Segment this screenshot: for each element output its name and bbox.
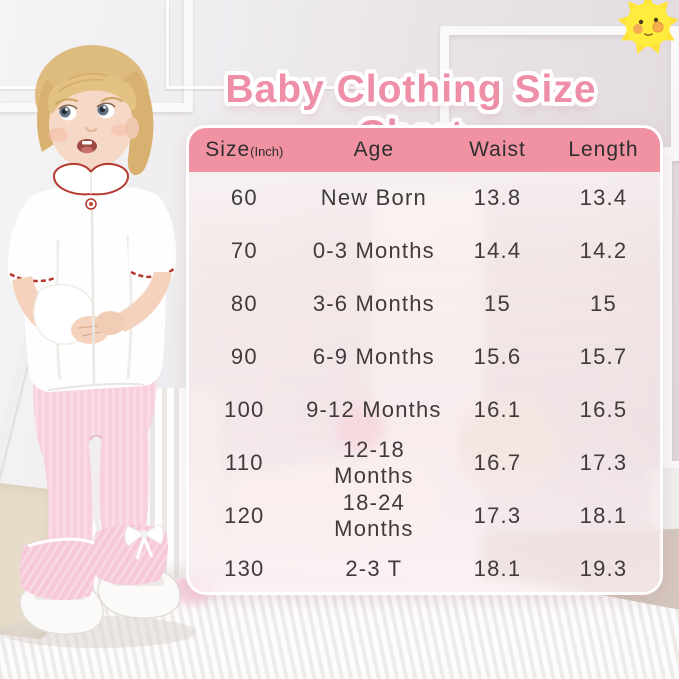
column-header-size: Size(Inch) [189, 138, 300, 162]
size-label: Size [205, 138, 251, 161]
column-header-age: Age [353, 138, 395, 161]
pants-ruffles [19, 523, 168, 601]
wall-groove [166, 86, 416, 89]
waist-cell: 13.8 [473, 185, 522, 211]
waist-cell: 15 [484, 291, 511, 317]
size-chart-header: Size(Inch) Age Waist Length [189, 128, 660, 172]
age-cell: New Born [320, 185, 427, 211]
waist-cell: 18.1 [473, 555, 522, 581]
shirt-collar [52, 162, 130, 387]
size-cell: 130 [224, 555, 265, 581]
waist-cell: 16.1 [473, 396, 522, 422]
age-cell: 6-9 Months [312, 344, 435, 370]
age-cell: 18-24 Months [334, 489, 414, 541]
length-cell: 18.1 [579, 502, 628, 528]
table-row: 80 3-6 Months 15 15 [189, 278, 660, 331]
size-cell: 120 [224, 502, 265, 528]
baby-pants [33, 366, 157, 548]
size-cell: 80 [230, 291, 258, 317]
size-cell: 100 [224, 396, 265, 422]
length-cell: 15.7 [579, 344, 628, 370]
size-cell: 70 [230, 238, 258, 264]
age-cell: 2-3 T [345, 555, 403, 581]
age-cell: 12-18 Months [334, 436, 414, 488]
age-cell: 9-12 Months [306, 396, 442, 422]
size-cell: 110 [224, 449, 264, 475]
size-unit-label: (Inch) [250, 144, 284, 159]
waist-cell: 17.3 [473, 502, 522, 528]
waist-cell: 14.4 [473, 238, 522, 264]
size-cell: 90 [230, 344, 258, 370]
baby-photo [0, 45, 196, 648]
length-cell: 14.2 [579, 238, 628, 264]
table-row: 120 18-24 Months 17.3 18.1 [189, 489, 660, 542]
length-cell: 19.3 [579, 555, 628, 581]
table-row: 110 12-18 Months 16.7 17.3 [189, 436, 660, 489]
age-cell: 3-6 Months [312, 291, 435, 317]
length-cell: 13.4 [579, 185, 628, 211]
length-cell: 17.3 [579, 449, 628, 475]
table-row: 70 0-3 Months 14.4 14.2 [189, 225, 660, 278]
table-row: 130 2-3 T 18.1 19.3 [189, 542, 660, 592]
table-row: 100 9-12 Months 16.1 16.5 [189, 384, 660, 437]
waist-cell: 16.7 [473, 449, 522, 475]
baby-head [35, 45, 154, 184]
age-cell: 0-3 Months [312, 238, 435, 264]
size-chart-card: Size(Inch) Age Waist Length 60 New Born … [186, 125, 663, 595]
table-row: 90 6-9 Months 15.6 15.7 [189, 331, 660, 384]
ankle-bow [124, 523, 164, 560]
sun-icon [617, 0, 679, 55]
column-header-length: Length [568, 138, 639, 161]
length-cell: 15 [590, 291, 617, 317]
baby-hands [71, 311, 125, 344]
waist-cell: 15.6 [473, 344, 522, 370]
size-cell: 60 [230, 185, 258, 211]
column-header-waist: Waist [469, 138, 526, 161]
length-cell: 16.5 [579, 396, 628, 422]
table-row: 60 New Born 13.8 13.4 [189, 172, 660, 225]
shirt-sleeves [7, 194, 177, 289]
wall-panel-molding [663, 152, 679, 470]
size-table-body: 60 New Born 13.8 13.4 70 0-3 Months 14.4… [189, 172, 660, 592]
wall-groove [166, 0, 169, 88]
